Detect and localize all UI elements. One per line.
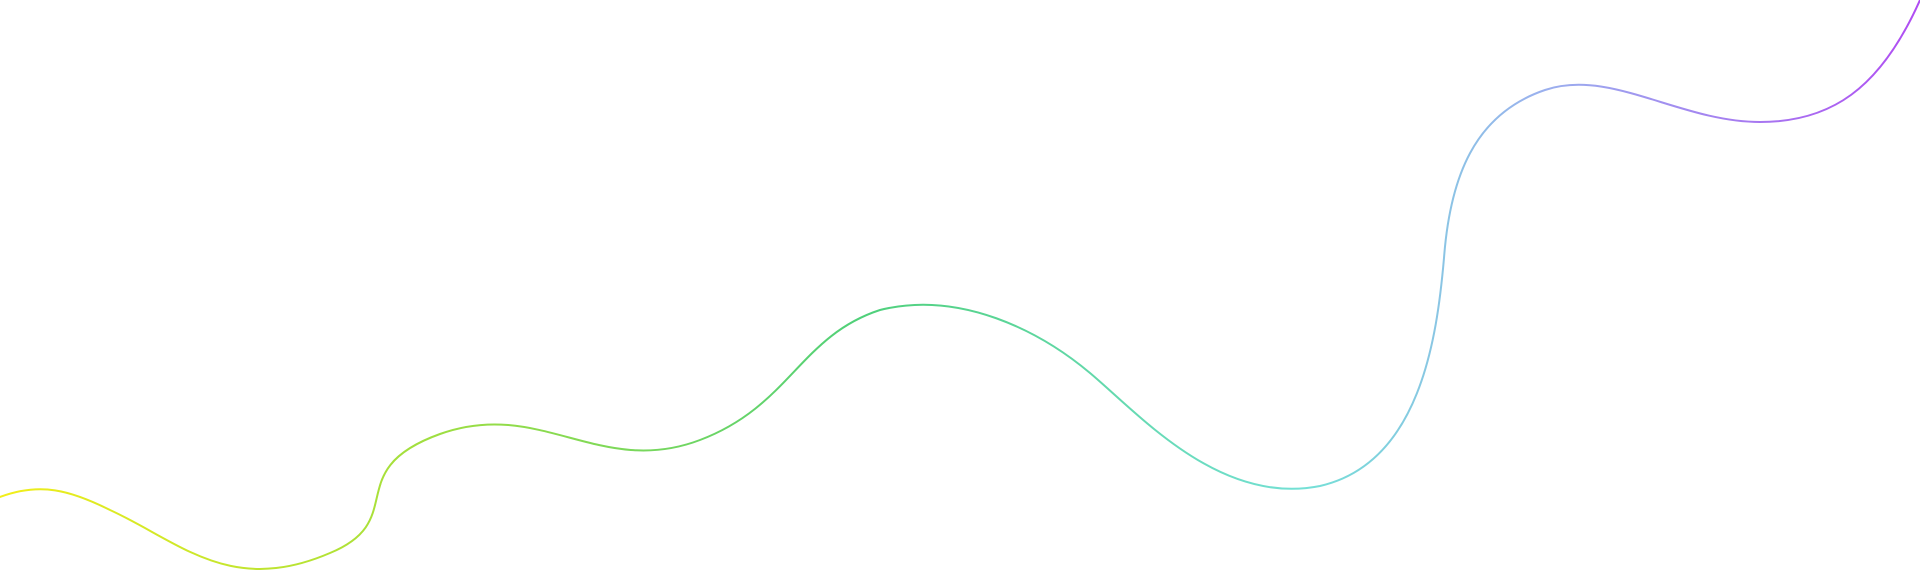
wave-line [0,0,1920,570]
wave-graphic [0,0,1920,570]
background-canvas [0,0,1920,570]
